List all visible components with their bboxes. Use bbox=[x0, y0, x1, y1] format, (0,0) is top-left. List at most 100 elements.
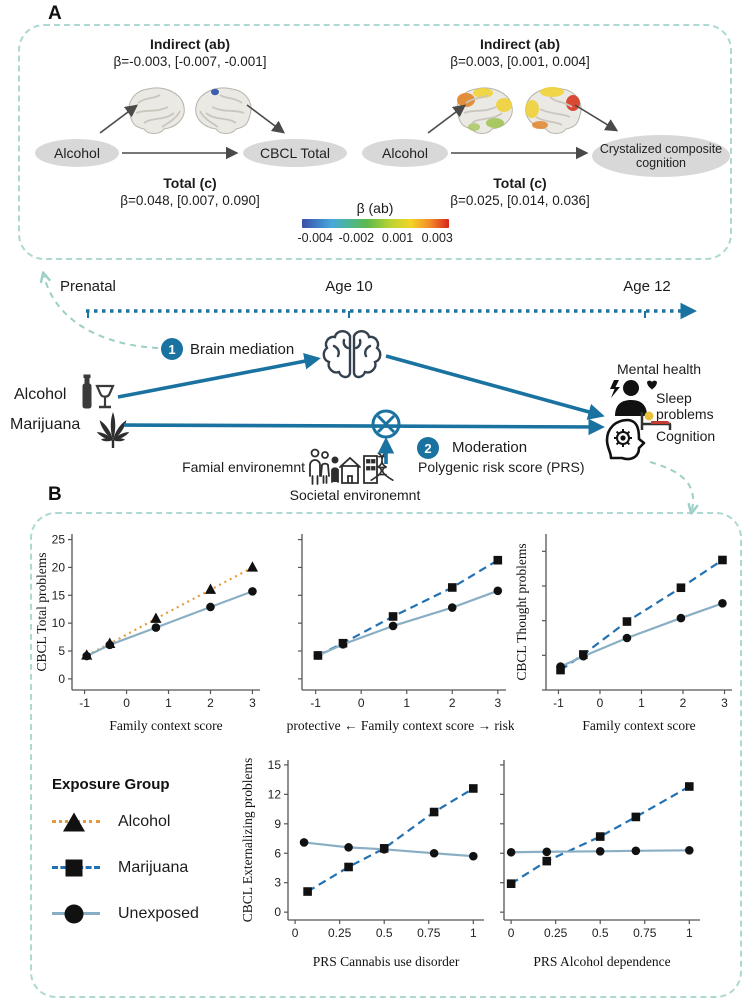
indirect-title-right: Indirect (ab) bbox=[479, 36, 561, 52]
chart-cbcl-total-marijuana: -1 0 1 2 3 protective ← Family context score … bbox=[268, 524, 514, 736]
node-alcohol-left: Alcohol bbox=[35, 139, 119, 167]
svg-text:5: 5 bbox=[58, 644, 65, 658]
colorbar-tick: 0.003 bbox=[421, 231, 453, 245]
node-cbcl-total: CBCL Total bbox=[243, 139, 347, 167]
timeline-label-age10: Age 10 bbox=[325, 278, 373, 295]
total-title-right: Total (c) bbox=[493, 175, 547, 191]
svg-text:0: 0 bbox=[123, 696, 130, 710]
panel-a-box bbox=[18, 24, 732, 260]
svg-text:25: 25 bbox=[52, 533, 66, 547]
svg-text:protective ← Family context sc: protective ← Family context score → risk… bbox=[287, 718, 514, 733]
svg-text:0.75: 0.75 bbox=[633, 926, 657, 940]
square-marker-icon bbox=[65, 859, 83, 877]
svg-text:0: 0 bbox=[292, 926, 299, 940]
societal-environment-label: Societal environemnt bbox=[289, 487, 421, 503]
svg-text:15: 15 bbox=[268, 758, 282, 772]
svg-text:1: 1 bbox=[165, 696, 172, 710]
chart-externalizing-cannabis: 0 3 6 9 12 15 0 0.25 0.5 0.75 1 PRS Cannabis use di… bbox=[240, 752, 492, 972]
svg-text:0: 0 bbox=[358, 696, 365, 710]
svg-text:CBCL Total problems: CBCL Total problems bbox=[34, 552, 49, 671]
alcohol-icon bbox=[76, 374, 116, 414]
svg-text:1: 1 bbox=[686, 926, 693, 940]
svg-text:PRS Alcohol dependence: PRS Alcohol dependence bbox=[533, 954, 670, 969]
panel-b-label: B bbox=[48, 484, 62, 505]
svg-text:0.5: 0.5 bbox=[592, 926, 609, 940]
svg-text:0: 0 bbox=[58, 672, 65, 686]
brain-mediation-label: Brain mediation bbox=[190, 341, 295, 358]
panel-a-label: A bbox=[48, 3, 62, 24]
colorbar-tick: -0.004 bbox=[297, 231, 333, 245]
svg-text:CBCL Thought problems: CBCL Thought problems bbox=[514, 543, 529, 680]
marijuana-icon bbox=[88, 406, 138, 450]
colorbar-tick: -0.002 bbox=[338, 231, 375, 245]
step-1-badge: 1 bbox=[161, 338, 183, 360]
svg-text:1: 1 bbox=[638, 696, 645, 710]
chart-cbcl-total-alcohol: 0 5 10 15 20 25 -1 0 1 2 3 Family context score CBCL… bbox=[34, 524, 268, 736]
exposure-alcohol-label: Alcohol bbox=[14, 386, 67, 403]
brain-map-colored-right bbox=[522, 82, 586, 138]
cognition-head-gear-icon bbox=[602, 417, 654, 465]
colorbar-title: β (ab) bbox=[356, 200, 394, 216]
svg-text:0.5: 0.5 bbox=[376, 926, 393, 940]
node-alcohol-right: Alcohol bbox=[362, 139, 448, 167]
timeline-arrow bbox=[86, 302, 697, 320]
svg-text:0.25: 0.25 bbox=[544, 926, 568, 940]
timeline-label-age12: Age 12 bbox=[623, 278, 671, 295]
indirect-value-left: β=-0.003, [-0.007, -0.001] bbox=[113, 54, 267, 69]
colorbar-gradient bbox=[302, 219, 449, 228]
colorbar: -0.004 -0.002 0.001 0.003 bbox=[297, 219, 453, 245]
exposure-marijuana-label: Marijuana bbox=[10, 416, 81, 433]
brain-map-gray-left bbox=[124, 82, 188, 138]
svg-text:6: 6 bbox=[274, 846, 281, 860]
svg-text:-1: -1 bbox=[553, 696, 564, 710]
outcome-cognition-label: Cognition bbox=[656, 428, 716, 444]
total-value-right: β=0.025, [0.014, 0.036] bbox=[450, 193, 590, 208]
indirect-value-right: β=0.003, [0.001, 0.004] bbox=[450, 54, 590, 69]
svg-text:20: 20 bbox=[52, 560, 66, 574]
colorbar-tick: 0.001 bbox=[381, 231, 414, 245]
svg-text:1: 1 bbox=[403, 696, 410, 710]
unexposed-line-marker bbox=[52, 901, 108, 927]
svg-text:1: 1 bbox=[470, 926, 477, 940]
total-value-left: β=0.048, [0.007, 0.090] bbox=[120, 193, 260, 208]
svg-text:2: 2 bbox=[207, 696, 214, 710]
svg-text:9: 9 bbox=[274, 817, 281, 831]
svg-text:-1: -1 bbox=[79, 696, 90, 710]
svg-text:0.75: 0.75 bbox=[417, 926, 441, 940]
family-environment-label: Famial environemnt bbox=[182, 459, 305, 475]
svg-text:3: 3 bbox=[494, 696, 501, 710]
panel-b-box bbox=[30, 512, 742, 998]
svg-text:0.25: 0.25 bbox=[328, 926, 352, 940]
svg-text:2: 2 bbox=[680, 696, 687, 710]
total-title-left: Total (c) bbox=[163, 175, 217, 191]
legend-item-alcohol: Alcohol bbox=[52, 805, 242, 839]
brain-icon bbox=[320, 326, 384, 384]
indirect-title-left: Indirect (ab) bbox=[149, 36, 231, 52]
svg-text:2: 2 bbox=[449, 696, 456, 710]
legend-item-unexposed: Unexposed bbox=[52, 897, 242, 931]
svg-text:0: 0 bbox=[597, 696, 604, 710]
bed-icon bbox=[638, 404, 674, 432]
node-crystalized-cognition: Crystalized composite cognition bbox=[592, 135, 730, 177]
svg-text:Family context score: Family context score bbox=[582, 718, 695, 733]
exposure-group-legend: Exposure Group Alcohol Marijuana Unexpos… bbox=[52, 776, 242, 931]
prs-label: Polygenic risk score (PRS) bbox=[418, 459, 585, 475]
step-2-badge: 2 bbox=[417, 437, 439, 459]
svg-text:15: 15 bbox=[52, 588, 66, 602]
marijuana-line-marker bbox=[52, 855, 108, 881]
svg-text:CBCL Externalizing problems: CBCL Externalizing problems bbox=[240, 758, 255, 922]
moderation-cross-icon bbox=[370, 408, 402, 440]
svg-text:0: 0 bbox=[508, 926, 515, 940]
brain-map-colored-left bbox=[452, 82, 516, 138]
timeline-label-prenatal: Prenatal bbox=[60, 278, 116, 295]
legend-title: Exposure Group bbox=[52, 776, 170, 793]
outcome-mental-health-label: Mental health bbox=[617, 361, 702, 377]
chart-externalizing-alcdep: 0 0.25 0.5 0.75 1 PRS Alcohol dependence bbox=[478, 752, 714, 972]
link-to-panel-b bbox=[649, 461, 693, 510]
outcome-sleep-label: Sleep problems bbox=[656, 390, 714, 422]
people-and-buildings-icon bbox=[308, 446, 400, 488]
legend-item-marijuana: Marijuana bbox=[52, 851, 242, 885]
circle-marker-icon bbox=[64, 904, 84, 924]
svg-text:3: 3 bbox=[249, 696, 256, 710]
